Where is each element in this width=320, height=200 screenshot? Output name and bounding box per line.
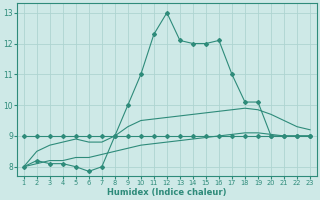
X-axis label: Humidex (Indice chaleur): Humidex (Indice chaleur) <box>107 188 227 197</box>
